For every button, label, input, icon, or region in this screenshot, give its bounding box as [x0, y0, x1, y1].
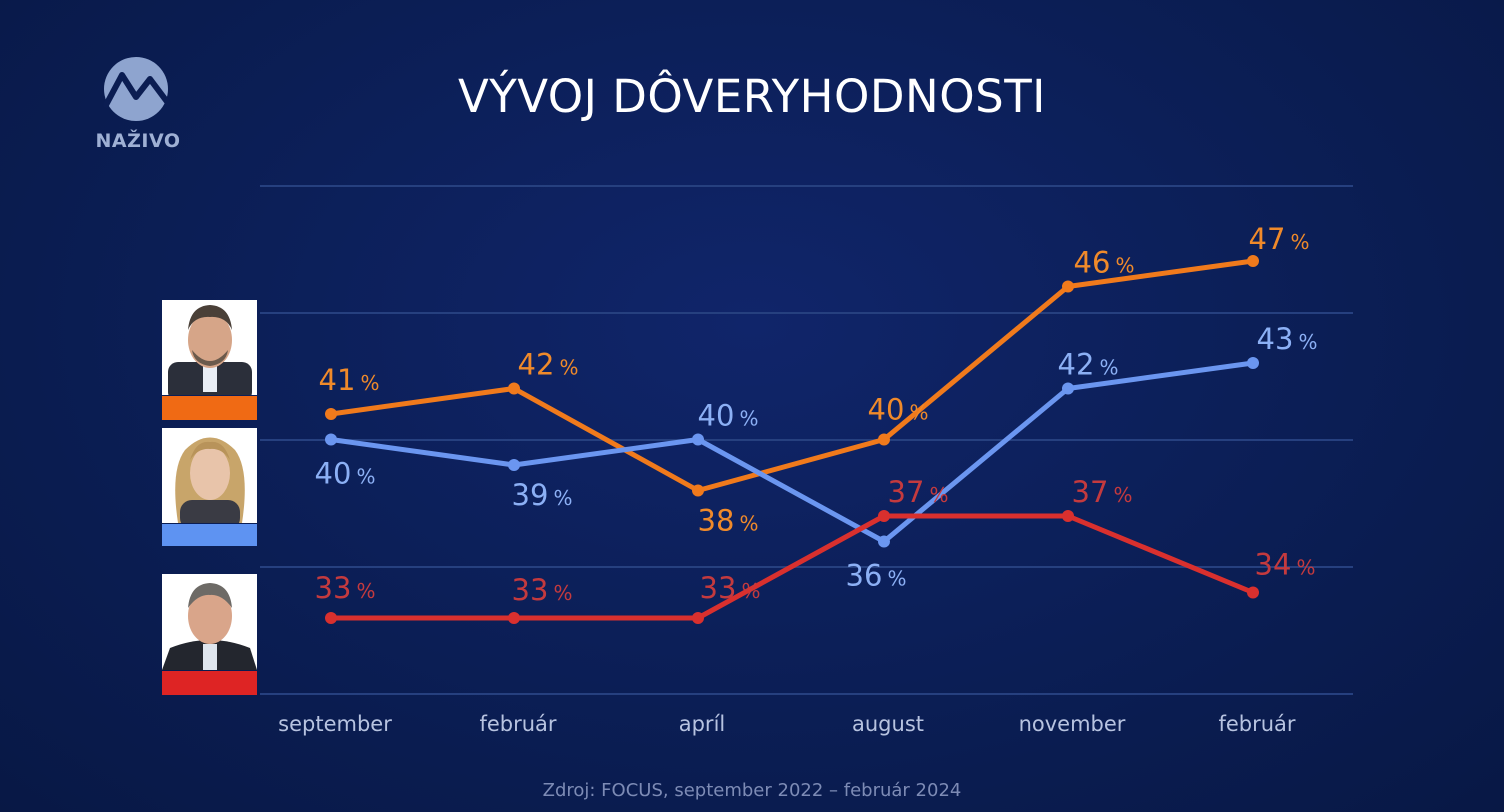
- data-label: 36%: [846, 559, 907, 593]
- data-label: 39%: [512, 478, 573, 512]
- x-tick-label: február: [1218, 712, 1295, 736]
- data-point: [508, 382, 520, 395]
- data-label: 33%: [512, 573, 573, 607]
- data-point: [1247, 586, 1259, 599]
- data-point: [1062, 280, 1074, 293]
- data-point: [1062, 510, 1074, 522]
- x-tick-label: november: [1019, 712, 1126, 736]
- data-point: [508, 459, 520, 471]
- legend-portrait-2: [162, 428, 257, 546]
- data-label: 37%: [888, 475, 949, 509]
- series-3: 33% 33% 33 % 37% 37 % 34%: [315, 475, 1316, 624]
- data-point: [692, 612, 704, 624]
- series-line: [328, 513, 1256, 621]
- data-point: [692, 433, 704, 446]
- chart-title: VÝVOJ DÔVERYHODNOSTI: [458, 70, 1046, 123]
- data-label: 42%: [518, 348, 579, 382]
- series-1: 41 % 42 % 38 % 40 % 46 % 47%: [319, 222, 1310, 538]
- series-group: 41 %42 %38 %40 %46 %47 %40 %39 %40 %36 %42 %43 %33% 3…: [315, 222, 1318, 624]
- legend-portrait-1: [162, 300, 257, 420]
- data-point: [878, 510, 890, 522]
- source-note: Zdroj: FOCUS, september 2022 – február 2…: [542, 780, 962, 801]
- data-label: 33%: [700, 571, 761, 605]
- logo-label: NAŽIVO: [95, 130, 181, 152]
- data-label: 47%: [1249, 222, 1310, 256]
- series-line: [328, 360, 1256, 544]
- x-tick-label: september: [278, 712, 392, 736]
- x-tick-label: august: [852, 712, 924, 736]
- data-label: 43%: [1257, 322, 1318, 356]
- data-point: [692, 484, 704, 497]
- data-point: [878, 433, 890, 446]
- data-label: 37%: [1072, 475, 1133, 509]
- data-point: [1247, 255, 1259, 267]
- data-label: 34%: [1255, 548, 1316, 582]
- data-label: 46%: [1074, 246, 1135, 280]
- data-label: 40%: [868, 393, 929, 427]
- gridlines: [260, 185, 1353, 695]
- series-line: [328, 258, 1256, 493]
- data-point: [325, 612, 337, 624]
- x-tick-label: apríl: [679, 712, 726, 736]
- data-label: 33%: [315, 571, 376, 605]
- data-point: [508, 612, 520, 624]
- legend-portrait-3: [162, 574, 257, 695]
- wave-logo-icon: [103, 57, 171, 121]
- series-2: 40 % 39 % 40 % 36 % 42 % 43%: [315, 322, 1318, 593]
- data-label: 40%: [315, 457, 376, 491]
- data-point: [325, 408, 337, 420]
- data-point: [325, 433, 337, 446]
- data-label: 41%: [319, 363, 380, 397]
- data-label: 40%: [698, 399, 759, 433]
- x-tick-label: február: [479, 712, 556, 736]
- data-label: 42%: [1058, 348, 1119, 382]
- data-point: [1247, 357, 1259, 369]
- data-point: [1062, 382, 1074, 395]
- data-point: [878, 535, 890, 548]
- x-axis-tick-labels: september február apríl august november febru…: [278, 712, 1296, 736]
- data-label: 38%: [698, 504, 759, 538]
